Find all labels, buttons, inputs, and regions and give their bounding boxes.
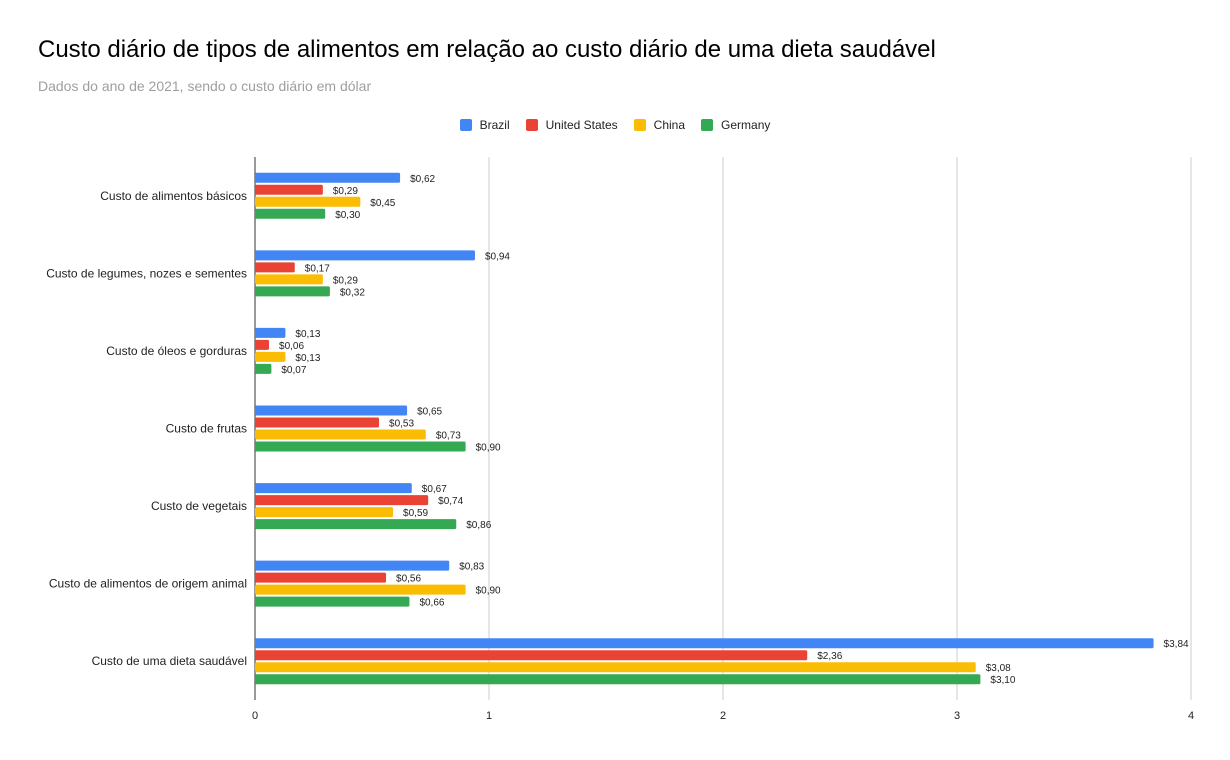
bar-brazil xyxy=(255,327,286,338)
bar-brazil xyxy=(255,405,408,416)
bar-germany xyxy=(255,208,326,219)
data-label: $0,17 xyxy=(305,263,330,274)
data-label: $0,65 xyxy=(417,407,442,418)
category-label: Custo de legumes, nozes e sementes xyxy=(46,266,247,280)
data-label: $3,08 xyxy=(986,663,1011,674)
data-label: $0,62 xyxy=(410,174,435,185)
chart-title: Custo diário de tipos de alimentos em re… xyxy=(38,36,936,63)
data-label: $0,86 xyxy=(466,520,491,531)
data-label: $0,13 xyxy=(295,353,320,364)
legend-label: China xyxy=(653,118,686,132)
chart-subtitle: Dados do ano de 2021, sendo o custo diár… xyxy=(38,78,372,94)
legend-label: Germany xyxy=(721,118,771,132)
legend-swatch xyxy=(525,119,538,131)
data-label: $0,06 xyxy=(279,341,304,352)
data-label: $0,29 xyxy=(333,186,358,197)
data-label: $0,83 xyxy=(459,562,484,573)
bar-united-states xyxy=(255,262,295,273)
bar-germany xyxy=(255,674,981,685)
legend-swatch xyxy=(701,119,714,131)
bar-germany xyxy=(255,363,272,374)
legend-item-china[interactable]: China xyxy=(633,118,686,132)
bar-china xyxy=(255,429,426,440)
bar-china xyxy=(255,584,466,595)
x-tick-label: 1 xyxy=(486,710,492,722)
legend-item-germany[interactable]: Germany xyxy=(701,118,770,132)
bar-germany xyxy=(255,519,457,530)
bar-brazil xyxy=(255,638,1154,649)
bar-china xyxy=(255,507,394,518)
data-label: $0,74 xyxy=(438,496,463,507)
bar-united-states xyxy=(255,184,323,195)
bar-germany xyxy=(255,286,330,297)
data-label: $0,90 xyxy=(476,586,501,597)
category-label: Custo de óleos e gorduras xyxy=(106,344,247,358)
data-label: $0,07 xyxy=(281,365,306,376)
data-label: $0,67 xyxy=(422,484,447,495)
legend-label: Brazil xyxy=(479,118,510,132)
legend-swatch xyxy=(633,119,646,131)
legend-item-united-states[interactable]: United States xyxy=(525,118,618,132)
bar-brazil xyxy=(255,172,401,183)
data-label: $0,59 xyxy=(403,508,428,519)
data-label: $0,73 xyxy=(436,431,461,442)
x-tick-label: 4 xyxy=(1188,710,1194,722)
bar-china xyxy=(255,196,361,207)
bar-brazil xyxy=(255,250,475,261)
bar-germany xyxy=(255,596,410,607)
bar-china xyxy=(255,274,323,285)
x-tick-label: 2 xyxy=(720,710,726,722)
data-label: $0,45 xyxy=(370,198,395,209)
data-label: $3,84 xyxy=(1164,639,1189,650)
data-label: $2,36 xyxy=(817,651,842,662)
data-label: $0,53 xyxy=(389,419,414,430)
category-label: Custo de alimentos básicos xyxy=(100,189,247,203)
data-label: $0,30 xyxy=(335,210,360,221)
category-label: Custo de frutas xyxy=(166,422,247,436)
legend-item-brazil[interactable]: Brazil xyxy=(459,118,510,132)
x-tick-label: 0 xyxy=(252,710,258,722)
data-label: $0,56 xyxy=(396,574,421,585)
legend-swatch xyxy=(459,119,472,131)
chart-legend: Brazil United States China Germany xyxy=(0,118,1230,132)
data-label: $0,94 xyxy=(485,251,510,262)
legend-label: United States xyxy=(545,118,618,132)
category-label: Custo de alimentos de origem animal xyxy=(49,577,247,591)
bar-united-states xyxy=(255,650,808,661)
bar-china xyxy=(255,351,286,362)
bar-united-states xyxy=(255,417,380,428)
data-label: $3,10 xyxy=(990,675,1015,686)
bar-germany xyxy=(255,441,466,452)
data-label: $0,90 xyxy=(476,443,501,454)
bar-united-states xyxy=(255,495,429,506)
data-label: $0,13 xyxy=(295,329,320,340)
x-tick-label: 3 xyxy=(954,710,960,722)
data-label: $0,66 xyxy=(419,598,444,609)
bar-china xyxy=(255,662,976,673)
bar-united-states xyxy=(255,572,387,583)
bar-united-states xyxy=(255,339,270,350)
data-label: $0,29 xyxy=(333,275,358,286)
data-label: $0,32 xyxy=(340,287,365,298)
category-label: Custo de vegetais xyxy=(151,499,247,513)
bar-brazil xyxy=(255,560,450,571)
category-label: Custo de uma dieta saudável xyxy=(92,654,247,668)
bar-brazil xyxy=(255,483,412,494)
